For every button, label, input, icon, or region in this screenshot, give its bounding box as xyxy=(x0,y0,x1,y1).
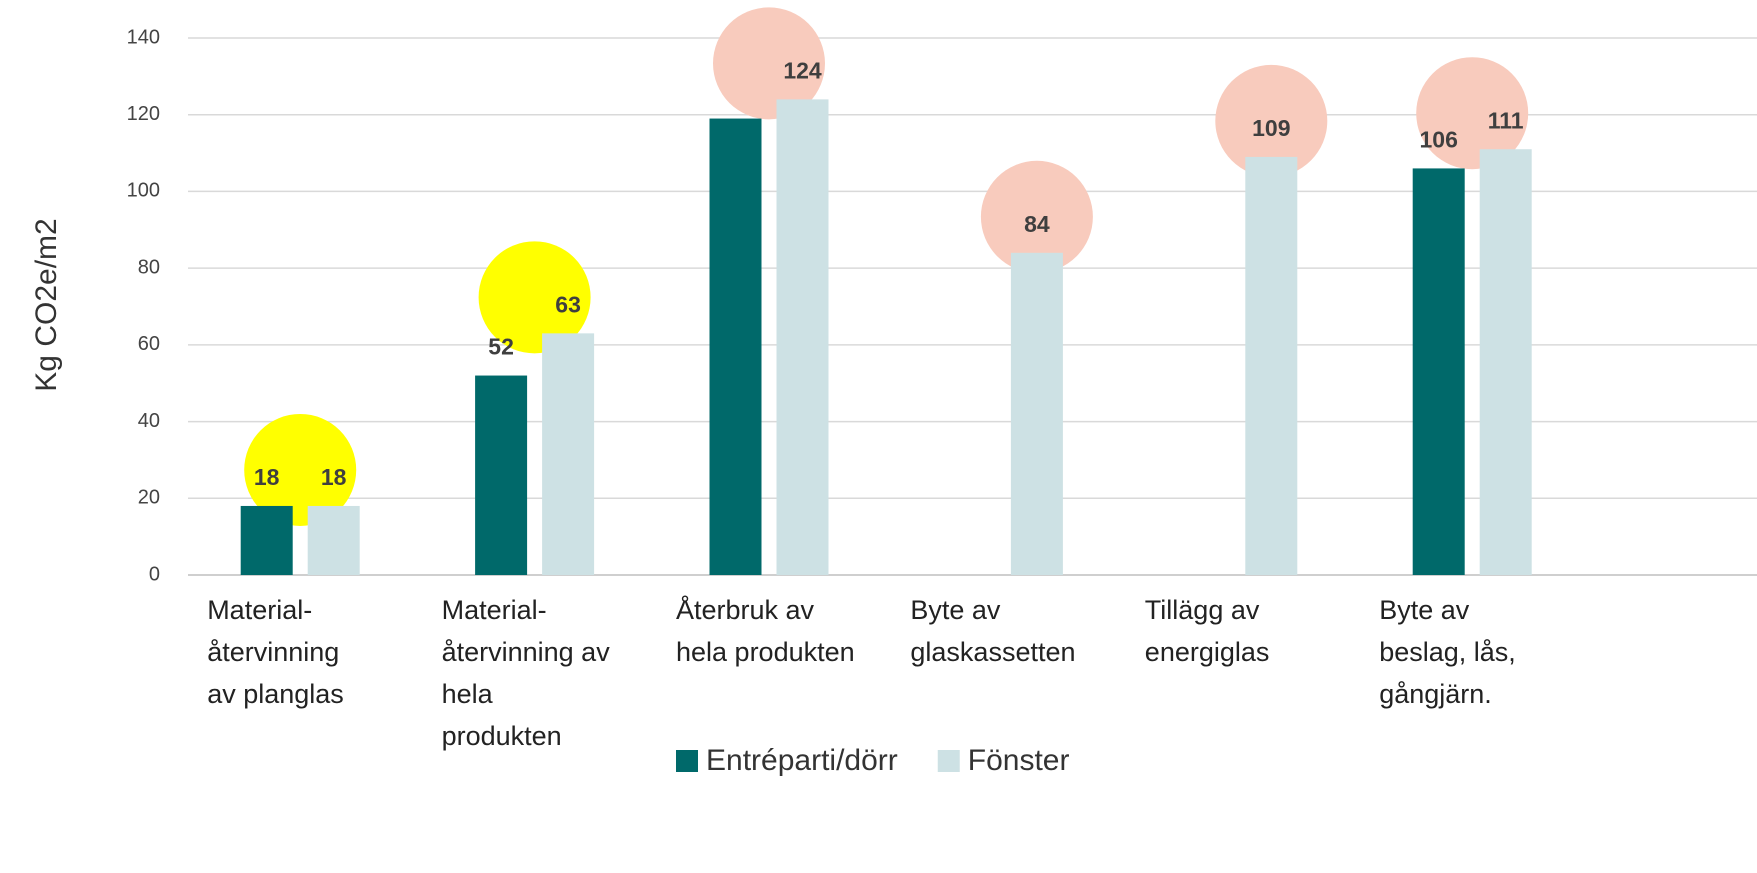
legend-swatch xyxy=(937,750,960,772)
y-tick-label: 140 xyxy=(127,26,160,48)
x-tick-label: hela produkten xyxy=(676,637,855,667)
x-tick-label: hela xyxy=(442,679,494,709)
y-tick-label: 100 xyxy=(127,180,160,202)
value-label: 124 xyxy=(783,57,822,83)
bar xyxy=(776,99,829,575)
y-axis-label: Kg CO2e/m2 xyxy=(30,218,63,391)
bar xyxy=(709,118,762,576)
x-tick-label: Material- xyxy=(207,595,312,625)
bar xyxy=(475,375,528,575)
y-tick-label: 80 xyxy=(138,256,160,278)
highlights xyxy=(244,7,1529,526)
bar xyxy=(240,505,293,575)
legend-label: Fönster xyxy=(968,744,1070,777)
y-tick-label: 40 xyxy=(138,410,160,432)
value-label: 111 xyxy=(1488,107,1524,133)
highlight-circle xyxy=(244,413,357,526)
bar xyxy=(307,505,360,575)
value-label: 106 xyxy=(1420,126,1458,152)
highlight-circle xyxy=(1416,57,1529,170)
y-tick-label: 120 xyxy=(127,103,160,125)
bar xyxy=(1010,252,1063,576)
legend-label: Entréparti/dörr xyxy=(706,744,898,777)
value-label: 52 xyxy=(488,334,514,360)
bar xyxy=(1245,156,1298,575)
grid xyxy=(188,37,1757,576)
x-tick-label: Byte av xyxy=(1379,595,1470,625)
labels: 18 18 52 63 124 84 109 106 111 xyxy=(254,57,1524,490)
x-tick-label: energiglas xyxy=(1145,637,1270,667)
highlight-circle xyxy=(478,241,591,354)
y-tick-label: 20 xyxy=(138,487,160,509)
x-tick-label: produkten xyxy=(442,721,562,751)
x-tick-label: gångjärn. xyxy=(1379,679,1492,709)
y-tick-label: 0 xyxy=(149,563,160,585)
bar xyxy=(542,333,595,575)
x-tick-label: beslag, lås, xyxy=(1379,637,1516,667)
x-tick-label: glaskassetten xyxy=(910,637,1075,667)
legend-swatch xyxy=(676,750,698,772)
y-tick-label: 60 xyxy=(138,333,160,355)
bars xyxy=(240,99,1532,576)
value-label: 109 xyxy=(1252,115,1290,141)
x-tick-label: Byte av xyxy=(910,595,1001,625)
bar xyxy=(1412,168,1465,575)
x-tick-label: Återbruk av xyxy=(676,594,815,625)
highlight-circle xyxy=(713,7,825,120)
value-label: 84 xyxy=(1024,211,1050,237)
value-label: 18 xyxy=(321,464,347,490)
value-label: 18 xyxy=(254,464,280,490)
x-tick-label: Tillägg av xyxy=(1145,595,1260,625)
x-tick-label: Material- xyxy=(442,595,547,625)
x-tick-label: återvinning av xyxy=(442,637,611,667)
bar xyxy=(1479,149,1532,575)
value-label: 63 xyxy=(555,291,581,317)
x-tick-label: återvinning xyxy=(207,637,339,667)
highlight-circle xyxy=(980,160,1093,273)
highlight-circle xyxy=(1215,64,1328,177)
x-tick-label: av planglas xyxy=(207,679,344,709)
